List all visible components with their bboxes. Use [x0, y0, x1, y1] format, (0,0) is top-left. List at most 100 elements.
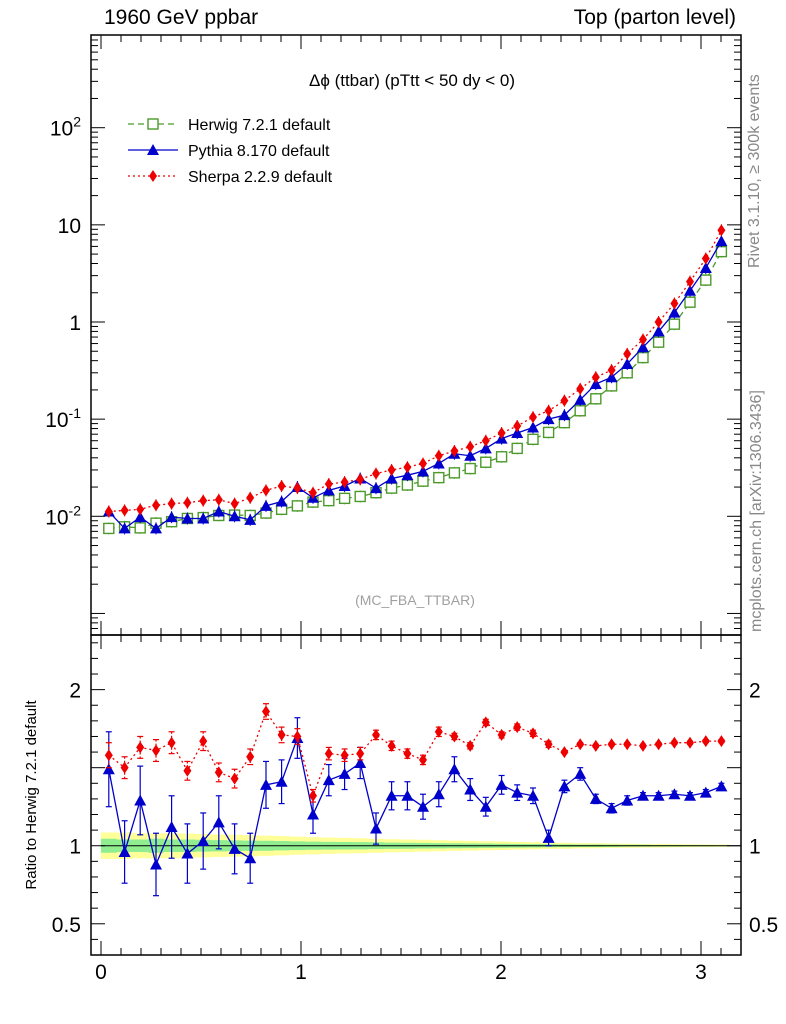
main-point-1	[212, 505, 225, 517]
main-point-0	[448, 467, 461, 479]
ratio-panel: 0 1 2 3 0.5 0.5 1 1 2 2	[52, 35, 778, 984]
ratio-point-0	[495, 778, 508, 790]
ratio-frame	[90, 634, 742, 956]
ratio-point-1	[136, 741, 145, 754]
ratio-point-1	[309, 789, 317, 802]
main-point-0	[574, 405, 586, 417]
ratio-point-1	[230, 772, 239, 785]
ratio-point-0	[102, 763, 115, 775]
main-point-1	[134, 511, 147, 523]
main-point-2	[497, 427, 506, 440]
main-point-1	[228, 510, 241, 522]
main-y-tick-label: 10	[58, 215, 81, 238]
ratio-point-1	[434, 725, 443, 738]
ratio-point-0	[715, 780, 728, 792]
ratio-point-0	[605, 802, 618, 814]
main-point-1	[605, 371, 618, 383]
main-point-1	[370, 482, 382, 494]
main-series-line-1	[108, 240, 722, 530]
main-point-2	[591, 371, 600, 384]
main-point-1	[150, 522, 162, 534]
main-point-0	[338, 492, 351, 505]
ratio-point-1	[450, 730, 459, 743]
ratio-point-0	[150, 858, 162, 870]
ratio-point-0	[197, 835, 210, 847]
ratio-point-1	[419, 753, 427, 766]
ratio-y-tick-label-left: 2	[69, 680, 81, 703]
main-point-0	[323, 494, 335, 507]
main-point-1	[715, 235, 728, 247]
ratio-point-0	[448, 763, 461, 775]
ratio-y-tick-label-right: 0.5	[749, 914, 778, 937]
main-y-tick-exponent: -1	[69, 405, 82, 421]
ratio-point-1	[214, 766, 223, 779]
main-point-0	[464, 462, 476, 475]
main-point-2	[324, 478, 333, 491]
ratio-point-1	[340, 749, 349, 762]
main-point-2	[686, 275, 694, 288]
main-point-2	[544, 404, 553, 417]
main-point-1	[118, 522, 131, 534]
main-point-2	[230, 497, 239, 510]
main-series-line-0	[108, 251, 722, 530]
ratio-point-1	[623, 738, 632, 751]
ratio-point-1	[529, 727, 537, 740]
ratio-point-0	[464, 783, 477, 795]
main-point-2	[639, 333, 647, 346]
main-point-2	[199, 494, 208, 507]
ratio-point-0	[542, 831, 555, 843]
legend-marker-1	[147, 144, 159, 155]
main-point-1	[574, 393, 587, 405]
ratio-point-1	[356, 747, 365, 760]
main-point-0	[385, 482, 398, 494]
main-y-tick-exponent: 2	[73, 114, 81, 130]
main-point-1	[244, 513, 257, 525]
main-point-1	[197, 512, 210, 524]
main-point-0	[354, 490, 366, 503]
main-point-1	[464, 449, 477, 461]
ratio-point-0	[338, 767, 351, 779]
ratio-y-tick-label-right: 2	[749, 680, 761, 703]
ratio-point-1	[466, 739, 475, 752]
main-point-2	[277, 480, 286, 493]
ratio-point-1	[372, 728, 380, 741]
ratio-y-tick-label-left: 0.5	[52, 914, 81, 937]
x-tick-label: 0	[95, 961, 107, 984]
main-point-1	[668, 306, 681, 318]
ratio-y-axis-label: Ratio to Herwig 7.2.1 default	[23, 700, 40, 890]
legend-label-2: Sherpa 2.2.9 default	[188, 169, 333, 186]
main-point-1	[165, 511, 178, 523]
ratio-point-1	[104, 749, 113, 762]
main-point-0	[637, 351, 649, 364]
ratio-point-0	[527, 789, 539, 801]
ratio-point-0	[479, 800, 492, 812]
ratio-point-1	[183, 764, 192, 777]
main-point-1	[511, 427, 524, 439]
ratio-point-0	[558, 780, 571, 792]
main-point-2	[560, 394, 569, 407]
main-point-2	[529, 411, 537, 424]
ratio-point-0	[244, 852, 257, 864]
main-point-1	[637, 341, 649, 353]
main-point-0	[590, 393, 602, 405]
main-point-0	[401, 479, 414, 491]
main-point-1	[558, 409, 571, 421]
ratio-point-1	[277, 728, 286, 741]
ratio-point-0	[181, 847, 194, 859]
ratio-point-0	[322, 774, 335, 786]
main-point-0	[134, 522, 146, 534]
ratio-point-1	[403, 747, 412, 760]
ratio-point-0	[589, 792, 602, 804]
ratio-point-0	[417, 800, 429, 812]
main-point-1	[621, 357, 634, 369]
ratio-point-1	[639, 739, 647, 752]
main-point-1	[589, 378, 602, 390]
ratio-point-1	[497, 728, 506, 741]
main-point-2	[513, 420, 522, 433]
main-y-tick-exponent: -2	[69, 502, 82, 518]
main-point-2	[152, 499, 160, 512]
main-point-1	[527, 421, 539, 433]
main-point-2	[387, 463, 396, 476]
main-point-1	[401, 469, 414, 481]
main-point-2	[434, 449, 443, 462]
